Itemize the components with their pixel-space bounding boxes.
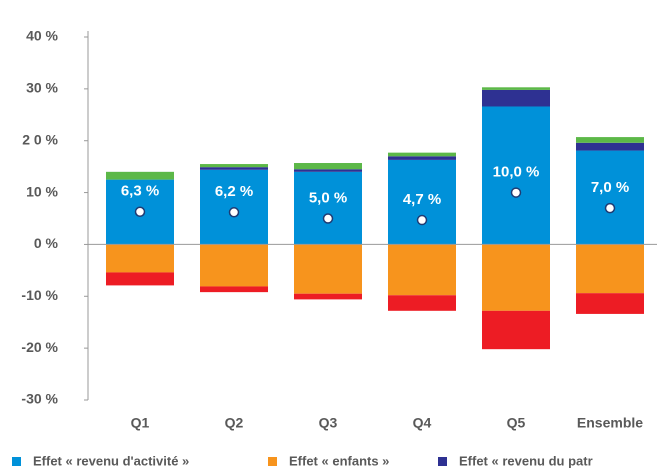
legend-swatch <box>268 457 277 466</box>
bar-segment <box>200 164 268 168</box>
net-dot <box>134 206 146 218</box>
x-tick-label: Q4 <box>413 415 432 431</box>
net-dot <box>228 207 240 218</box>
legend-swatch <box>12 457 21 466</box>
bar-segment <box>482 87 550 90</box>
net-dot <box>510 187 522 198</box>
y-tick-label: 0 % <box>34 235 59 251</box>
net-dot <box>416 214 428 226</box>
x-tick-label: Ensemble <box>577 415 643 431</box>
bar-segment <box>294 163 362 170</box>
bar-segment <box>294 169 362 172</box>
y-tick-label: 40 % <box>26 28 58 44</box>
bar-segment <box>576 137 644 143</box>
net-dot <box>604 202 616 214</box>
bar-segment <box>482 244 550 311</box>
value-label: 4,7 % <box>403 191 441 208</box>
value-label: 5,0 % <box>309 189 347 206</box>
y-tick-label: 10 % <box>26 183 58 199</box>
bar-segment <box>200 286 268 293</box>
legend-label: Effet « revenu du patr <box>459 453 593 468</box>
bar-segment <box>388 156 456 160</box>
bar-segment <box>200 167 268 170</box>
bar-segment <box>106 171 174 180</box>
bar-segment <box>294 293 362 300</box>
bar-segment <box>576 142 644 151</box>
y-tick-label: 2 0 % <box>22 131 58 147</box>
legend-swatch <box>438 457 447 466</box>
bar-segment <box>200 244 268 287</box>
bar-segment <box>106 244 174 273</box>
value-label: 6,2 % <box>215 183 253 200</box>
bar-segment <box>388 159 456 245</box>
bar-segment <box>106 272 174 286</box>
bar-segment <box>576 150 644 245</box>
bar-segment <box>388 152 456 157</box>
x-tick-label: Q1 <box>131 415 150 431</box>
net-dot <box>322 213 334 224</box>
legend-label: Effet « revenu d'activité » <box>33 453 189 468</box>
bar-segment <box>388 295 456 311</box>
y-tick-label: -30 % <box>21 391 58 407</box>
bar-segment <box>482 89 550 107</box>
bar-segment <box>294 244 362 294</box>
bar-segment <box>482 310 550 350</box>
bar-segment <box>576 244 644 294</box>
x-tick-label: Q3 <box>319 415 338 431</box>
value-label: 6,3 % <box>121 183 159 200</box>
value-label: 7,0 % <box>591 179 629 196</box>
y-tick-label: 30 % <box>26 80 58 96</box>
bar-segment <box>388 244 456 296</box>
y-tick-label: -10 % <box>21 287 58 303</box>
legend-label: Effet « enfants » <box>289 453 389 468</box>
x-tick-label: Q2 <box>225 415 244 431</box>
bar-segment <box>482 106 550 245</box>
value-label: 10,0 % <box>493 164 540 181</box>
bar-segment <box>576 293 644 314</box>
x-tick-label: Q5 <box>507 415 526 431</box>
bar-segment <box>294 171 362 245</box>
y-tick-label: -20 % <box>21 339 58 355</box>
